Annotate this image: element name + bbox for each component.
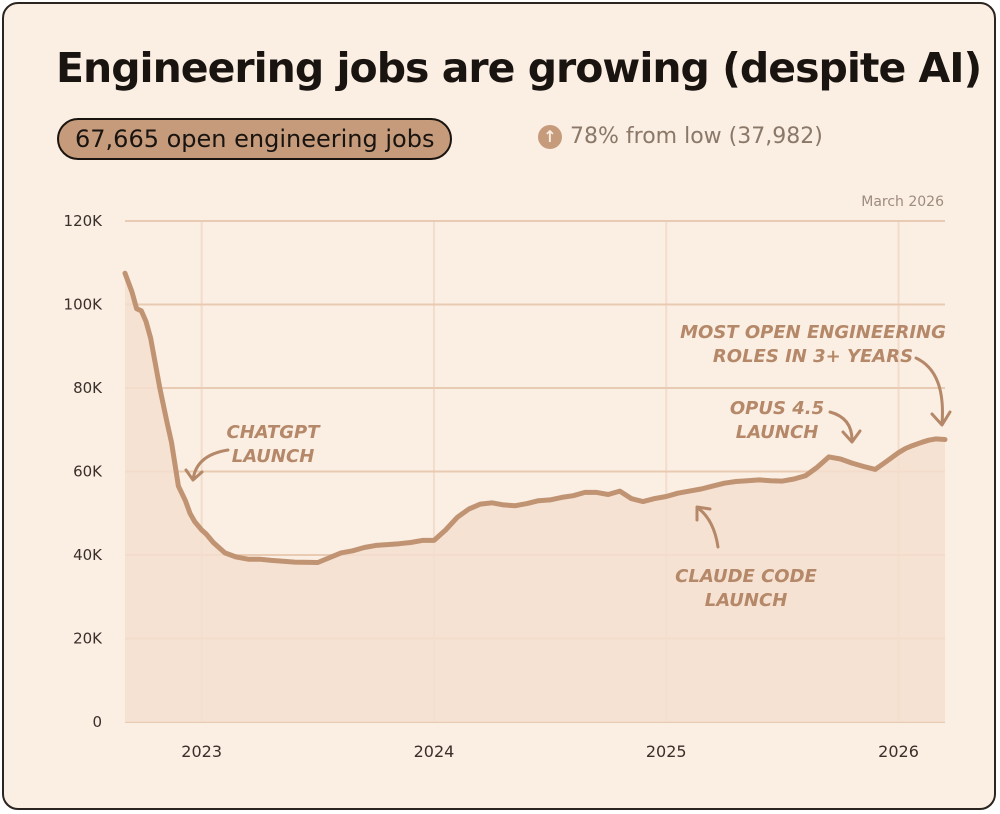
annotation-arrow bbox=[828, 410, 862, 444]
change-text: 78% from low (37,982) bbox=[570, 124, 823, 149]
annotation-arrow bbox=[914, 356, 952, 427]
annotation-chatgpt-launch: CHATGPT LAUNCH bbox=[184, 422, 321, 482]
annotation-most-open-roles: MOST OPEN ENGINEERING ROLES IN 3+ YEARS bbox=[680, 322, 952, 427]
annotation-text: MOST OPEN ENGINEERING bbox=[680, 322, 946, 343]
y-tick-label: 20K bbox=[73, 630, 103, 648]
annotation-text: LAUNCH bbox=[736, 422, 819, 443]
annotation-text: CHATGPT bbox=[226, 422, 321, 443]
x-tick-label: 2023 bbox=[181, 742, 222, 761]
data-points bbox=[124, 273, 946, 563]
date-note: March 2026 bbox=[861, 194, 944, 210]
x-tick-label: 2026 bbox=[878, 742, 919, 761]
area-fill bbox=[125, 273, 945, 722]
annotation-text: OPUS 4.5 bbox=[730, 398, 824, 419]
annotation-text: ROLES IN 3+ YEARS bbox=[713, 346, 913, 367]
annotation-text: LAUNCH bbox=[705, 590, 788, 611]
annotation-claude-code-launch: CLAUDE CODE LAUNCH bbox=[675, 505, 818, 611]
x-tick-label: 2025 bbox=[646, 742, 687, 761]
annotation-text: CLAUDE CODE bbox=[675, 566, 817, 587]
arrow-up-icon: ↑ bbox=[538, 124, 562, 149]
y-tick-label: 40K bbox=[73, 546, 103, 564]
x-tick-label: 2024 bbox=[414, 742, 455, 761]
y-tick-label: 120K bbox=[64, 212, 104, 230]
annotations: CHATGPT LAUNCH CLAUDE CODE LAUNCH OPUS 4.5 LA… bbox=[184, 322, 952, 611]
annotation-arrow bbox=[695, 505, 720, 549]
chart-title: Engineering jobs are growing (despite AI… bbox=[56, 44, 982, 92]
y-tick-label: 100K bbox=[64, 296, 104, 314]
change-indicator: ↑ 78% from low (37,982) bbox=[538, 124, 823, 149]
y-tick-label: 80K bbox=[73, 379, 103, 397]
y-tick-label: 0 bbox=[92, 713, 102, 731]
annotation-opus-launch: OPUS 4.5 LAUNCH bbox=[730, 398, 862, 444]
annotation-arrow bbox=[184, 448, 230, 482]
open-jobs-pill: 67,665 open engineering jobs bbox=[57, 118, 453, 160]
annotation-text: LAUNCH bbox=[232, 446, 315, 467]
y-tick-label: 60K bbox=[73, 463, 103, 481]
axis-ticks: 2023 2024 2025 2026 0 20K 40K 60K 80K 100K 120K bbox=[64, 212, 919, 761]
